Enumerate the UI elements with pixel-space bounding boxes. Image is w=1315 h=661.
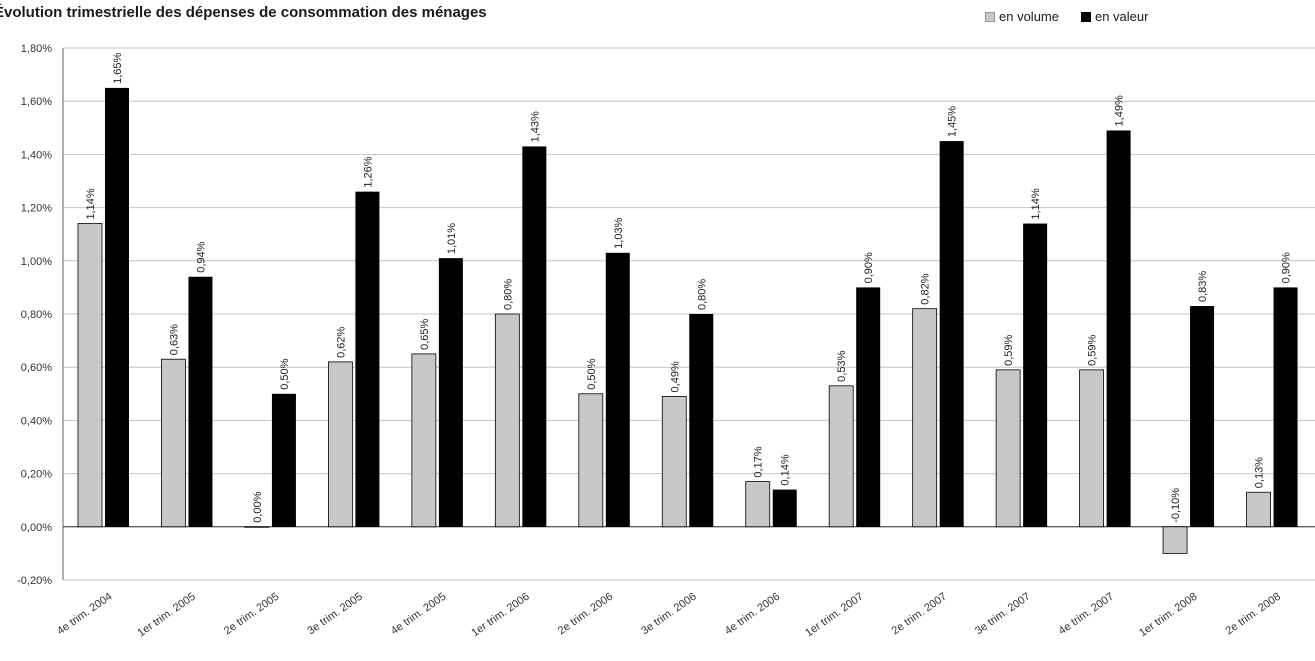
data-label-valeur: 1,45% [947, 106, 959, 137]
x-tick-label: 2e trim. 2008 [1224, 591, 1283, 638]
data-label-volume: -0,10% [1170, 488, 1182, 523]
data-label-volume: 0,49% [669, 361, 681, 392]
y-tick-label: -0,20% [17, 575, 52, 587]
data-label-valeur: 0,80% [696, 279, 708, 310]
y-tick-label: 1,20% [21, 203, 52, 215]
data-label-volume: 0,62% [335, 326, 347, 357]
legend-swatch-valeur [1080, 11, 1091, 22]
x-tick-label: 1er trim. 2005 [135, 591, 197, 640]
y-tick-label: 1,00% [21, 256, 52, 268]
data-label-valeur: 0,50% [279, 358, 291, 389]
data-label-volume: 0,50% [586, 358, 598, 389]
data-label-valeur: 1,65% [112, 52, 124, 83]
data-label-valeur: 0,94% [195, 241, 207, 272]
data-label-valeur: 1,01% [446, 223, 458, 254]
bar-volume [1246, 491, 1271, 528]
bar-volume [244, 526, 270, 528]
bar-volume [745, 481, 771, 528]
data-label-valeur: 0,83% [1197, 271, 1209, 302]
data-label-volume: 0,13% [1254, 457, 1266, 488]
data-label-valeur: 0,90% [1281, 252, 1293, 283]
data-label-valeur: 0,90% [863, 252, 875, 283]
data-label-volume: 0,59% [1087, 334, 1099, 365]
data-label-volume: 0,53% [836, 350, 848, 381]
bar-volume [578, 393, 604, 528]
data-label-valeur: 1,43% [529, 111, 541, 142]
legend-label-volume: en volume [999, 9, 1059, 24]
bar-valeur [1023, 223, 1048, 527]
x-tick-label: 3e trim. 2005 [305, 591, 364, 638]
bar-valeur [689, 314, 714, 527]
x-tick-label: 2e trim. 2005 [222, 591, 281, 638]
x-tick-label: 2e trim. 2007 [890, 591, 949, 638]
data-label-volume: 0,82% [920, 273, 932, 304]
bar-valeur [188, 276, 213, 527]
bar-valeur [1190, 306, 1215, 527]
data-label-volume: 0,17% [753, 446, 765, 477]
x-tick-label: 4e trim. 2007 [1057, 591, 1116, 638]
data-label-valeur: 1,26% [362, 156, 374, 187]
bar-valeur [522, 146, 547, 527]
bar-valeur [939, 141, 964, 527]
legend: en volume en valeur [985, 9, 1148, 24]
y-tick-label: 0,00% [21, 522, 52, 534]
x-tick-label: 1er trim. 2006 [469, 591, 531, 640]
y-tick-label: 0,60% [21, 362, 52, 374]
bar-volume [494, 313, 520, 528]
data-label-volume: 0,00% [252, 491, 264, 522]
y-tick-label: 0,40% [21, 415, 52, 427]
y-tick-label: 0,80% [21, 309, 52, 321]
bar-valeur [438, 258, 463, 527]
x-tick-label: 2e trim. 2006 [556, 591, 615, 638]
x-tick-label: 4e trim. 2004 [55, 591, 114, 638]
bar-volume [1079, 369, 1104, 528]
data-label-volume: 0,65% [419, 318, 431, 349]
bar-volume [912, 308, 938, 528]
bar-volume [77, 223, 103, 528]
legend-swatch-volume [985, 11, 995, 22]
bar-volume [411, 353, 437, 528]
data-label-volume: 0,80% [502, 279, 514, 310]
data-label-valeur: 0,14% [780, 454, 792, 485]
data-label-valeur: 1,03% [613, 217, 625, 248]
data-label-volume: 1,14% [85, 188, 97, 219]
bar-valeur [1106, 130, 1131, 527]
legend-item-valeur: en valeur [1080, 9, 1149, 24]
legend-item-volume: en volume [985, 9, 1059, 24]
bar-volume [828, 385, 854, 528]
data-label-volume: 0,63% [168, 324, 180, 355]
bar-valeur [1273, 287, 1298, 527]
y-tick-label: 1,40% [21, 149, 52, 161]
data-label-volume: 0,59% [1003, 334, 1015, 365]
bar-volume [995, 369, 1021, 528]
bar-volume [1162, 526, 1188, 554]
x-tick-label: 4e trim. 2006 [723, 591, 782, 638]
bar-valeur [271, 393, 296, 527]
legend-label-valeur: en valeur [1094, 9, 1149, 24]
bar-valeur [772, 489, 797, 527]
x-tick-label: 1er trim. 2008 [1137, 591, 1199, 640]
data-label-valeur: 1,49% [1114, 95, 1126, 126]
x-tick-label: 3e trim. 2007 [973, 591, 1032, 638]
data-label-valeur: 1,14% [1030, 188, 1042, 219]
x-tick-label: 4e trim. 2005 [389, 591, 448, 638]
bar-volume [661, 396, 687, 528]
y-tick-label: 1,60% [21, 96, 52, 108]
bar-valeur [856, 287, 881, 527]
x-tick-label: 1er trim. 2007 [803, 591, 865, 640]
chart-title: Évolution trimestrielle des dépenses de … [0, 4, 487, 21]
bar-valeur [355, 191, 380, 527]
bar-volume [161, 358, 186, 528]
y-tick-label: 1,80% [21, 43, 52, 55]
x-tick-label: 3e trim. 2006 [639, 591, 698, 638]
bar-valeur [105, 87, 129, 527]
bar-valeur [605, 252, 630, 527]
y-tick-label: 0,20% [21, 469, 52, 481]
bar-volume [327, 361, 353, 528]
